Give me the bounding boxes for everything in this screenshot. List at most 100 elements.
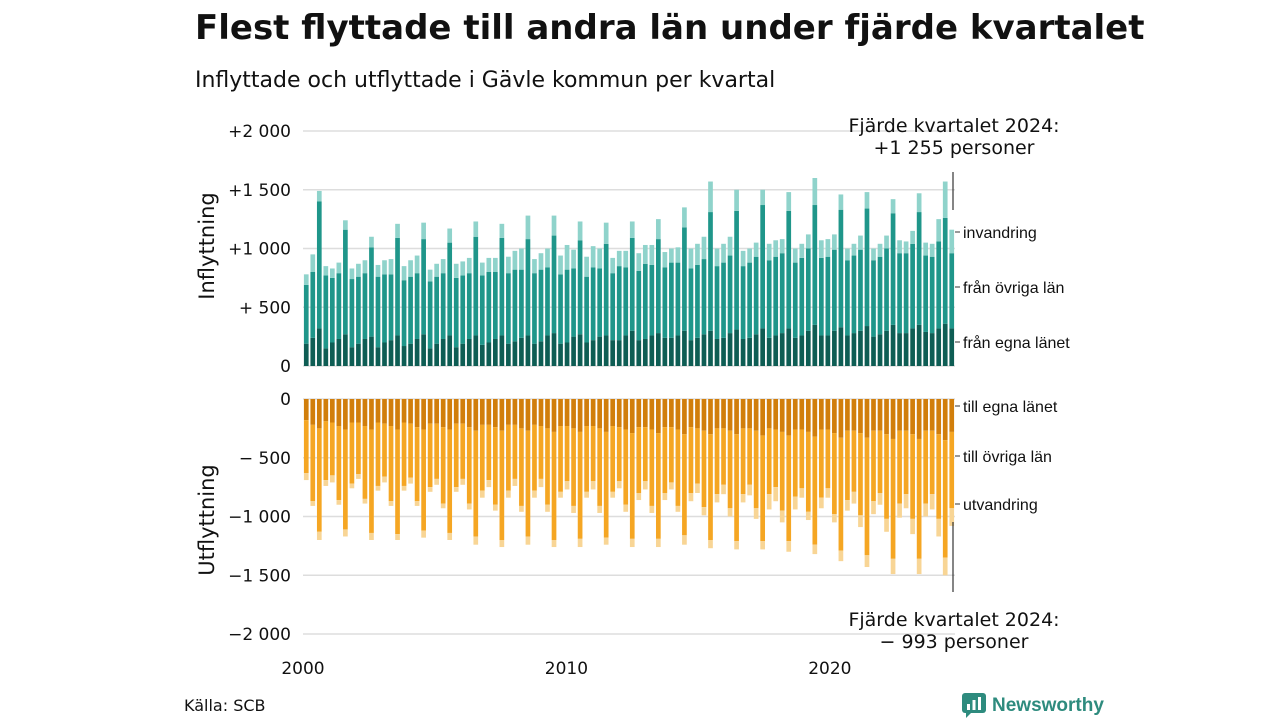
bar-in_ovriga: [845, 260, 850, 336]
bar-in_invandring: [303, 274, 309, 285]
bar-out_utvandring: [669, 482, 674, 490]
bar-out_utvandring: [642, 481, 648, 490]
bar-in_ovriga: [832, 249, 837, 331]
bar-out_utvandring: [571, 505, 576, 513]
bar-in_invandring: [760, 189, 766, 206]
bar-in_egna: [473, 335, 479, 366]
bar-in_egna: [655, 333, 661, 366]
bar-in_invandring: [832, 234, 837, 250]
bar-out_utvandring: [310, 501, 316, 506]
bar-out_egna: [642, 399, 648, 428]
bar-out_egna: [584, 399, 589, 427]
bar-out_utvandring: [714, 494, 720, 503]
bar-out_utvandring: [427, 487, 433, 492]
bar-in_egna: [329, 342, 335, 366]
x-tick-label: 2020: [808, 659, 851, 679]
bar-in_egna: [903, 333, 909, 366]
bar-out_utvandring: [695, 483, 700, 493]
bar-in_invandring: [636, 253, 642, 271]
bar-out_utvandring: [897, 503, 902, 518]
bar-out_ovriga: [525, 430, 531, 537]
bar-out_ovriga: [369, 429, 374, 533]
bar-out_ovriga: [642, 427, 648, 482]
bar-out_utvandring: [708, 540, 713, 549]
bar-in_ovriga: [577, 240, 583, 335]
bar-out_ovriga: [884, 434, 889, 519]
bar-in_invandring: [727, 236, 733, 256]
x-tick-label: 2000: [281, 659, 324, 679]
bar-in_egna: [747, 337, 752, 366]
bar-out_egna: [695, 399, 700, 429]
bar-in_invandring: [395, 223, 400, 238]
bar-out_egna: [923, 399, 929, 431]
bar-in_ovriga: [858, 249, 863, 331]
bar-in_invandring: [734, 189, 739, 211]
bar-out_utvandring: [753, 508, 759, 519]
y-axis-labels: Inflyttning Utflyttning: [195, 192, 219, 575]
bar-in_ovriga: [897, 253, 902, 334]
bar-in_ovriga: [734, 210, 739, 330]
y-tick-label: + 500: [239, 298, 291, 318]
bar-out_egna: [675, 399, 681, 430]
bar-out_ovriga: [832, 433, 837, 515]
bar-out_utvandring: [421, 530, 426, 538]
x-tick-label: 2010: [545, 659, 588, 679]
annotation-top-line2: +1 255 personer: [874, 137, 1035, 159]
bar-in_invandring: [473, 221, 479, 237]
bar-in_invandring: [590, 246, 596, 268]
bar-out_ovriga: [466, 427, 472, 504]
bar-in_invandring: [603, 222, 609, 244]
bar-out_ovriga: [936, 434, 942, 519]
bar-out_utvandring: [375, 485, 381, 491]
bar-in_egna: [851, 333, 857, 366]
bar-out_egna: [545, 399, 550, 429]
bar-in_invandring: [382, 260, 387, 275]
bar-in_egna: [753, 334, 759, 366]
bar-out_utvandring: [662, 493, 668, 501]
bar-in_egna: [519, 337, 524, 366]
bar-in_egna: [714, 338, 720, 366]
y-tick-label: +1 500: [228, 181, 291, 201]
bar-out_utvandring: [577, 538, 583, 548]
bar-out_egna: [773, 399, 779, 430]
bar-out_egna: [519, 399, 524, 429]
bar-out_utvandring: [792, 496, 798, 510]
bar-out_egna: [369, 399, 374, 430]
bar-in_ovriga: [551, 235, 557, 334]
bar-in_egna: [818, 335, 824, 366]
bar-out_ovriga: [649, 429, 655, 506]
bar-in_egna: [766, 337, 772, 366]
bar-in_invandring: [825, 239, 831, 257]
bar-in_egna: [532, 343, 537, 366]
bar-out_ovriga: [753, 430, 759, 509]
bar-out_ovriga: [779, 431, 785, 511]
bar-in_ovriga: [695, 264, 700, 338]
bar-in_ovriga: [740, 266, 746, 339]
bar-in_egna: [316, 328, 322, 366]
bar-in_ovriga: [434, 276, 440, 344]
bar-in_invandring: [812, 178, 818, 206]
bar-out_ovriga: [669, 427, 674, 483]
bar-in_invandring: [910, 230, 915, 244]
bar-in_egna: [701, 334, 707, 366]
bar-in_ovriga: [479, 275, 485, 345]
bar-in_ovriga: [786, 210, 792, 329]
legend-label: från övriga län: [963, 279, 1064, 297]
bar-out_utvandring: [727, 508, 733, 517]
bar-out_ovriga: [838, 437, 844, 551]
bar-out_utvandring: [434, 478, 440, 485]
bar-out_egna: [356, 399, 361, 423]
outflow-y-ticks: 0 − 500 −1 000 −1 500 −2 000: [228, 390, 291, 645]
bar-out_egna: [845, 399, 850, 431]
bar-in_ovriga: [453, 277, 459, 348]
bar-in_invandring: [779, 239, 785, 254]
bar-out_ovriga: [929, 430, 935, 495]
bar-out_ovriga: [825, 429, 831, 489]
bar-out_egna: [740, 399, 746, 429]
bar-out_ovriga: [708, 434, 713, 540]
bar-in_egna: [499, 335, 505, 366]
newsworthy-logo-icon: [962, 693, 986, 718]
bar-out_ovriga: [506, 424, 511, 491]
bar-out_egna: [838, 399, 844, 438]
bar-in_invandring: [506, 256, 511, 274]
